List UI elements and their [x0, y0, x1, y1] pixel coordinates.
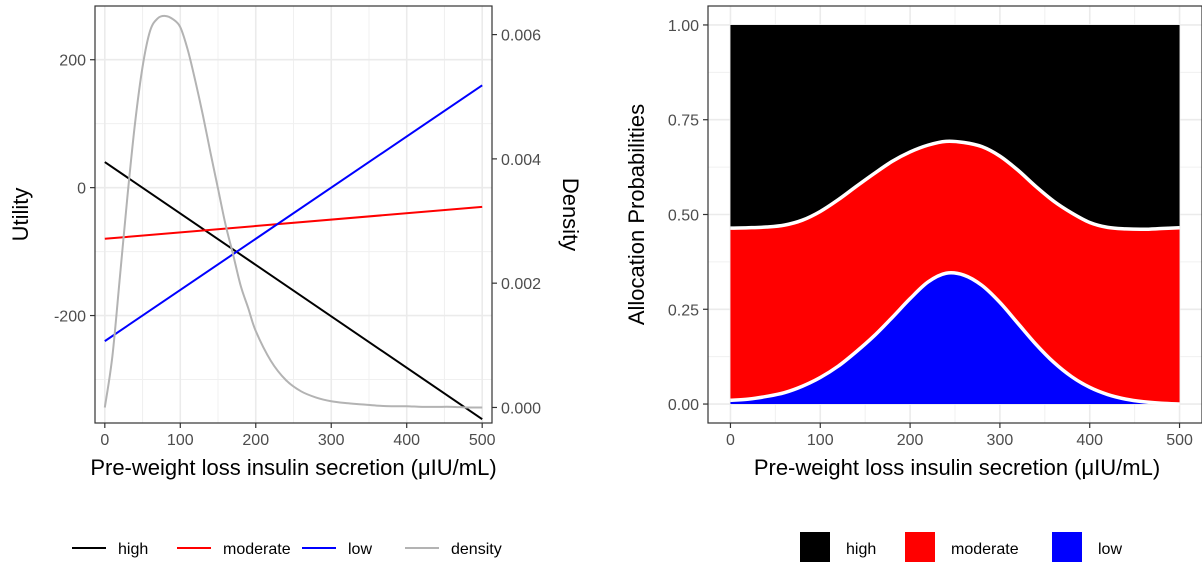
right-legend: high moderate low	[800, 532, 1122, 562]
y2-tick-label: 0.002	[501, 276, 541, 293]
area-boundary-low	[730, 271, 1180, 406]
x-tick-label: 400	[393, 432, 420, 449]
y-tick-label: 1.00	[668, 18, 699, 35]
area-boundary-moderate	[730, 139, 1180, 232]
y-tick-label: -200	[54, 309, 86, 326]
left-secondary-y-axis-ticks: 0.000 0.002 0.004 0.006	[492, 28, 541, 417]
right-x-axis-ticks: 0 100 200 300 400 500	[726, 423, 1193, 449]
legend-label-high: high	[846, 541, 876, 558]
legend-label-low: low	[1098, 541, 1122, 558]
left-secondary-y-axis-label: Density	[558, 178, 583, 251]
legend-label-high: high	[118, 541, 148, 558]
x-tick-label: 200	[897, 432, 924, 449]
y2-tick-label: 0.004	[501, 152, 541, 169]
y-tick-label: 0.50	[668, 208, 699, 225]
left-x-axis-ticks: 0 100 200 300 400 500	[100, 423, 496, 449]
right-y-axis-label: Allocation Probabilities	[624, 104, 649, 325]
left-y-axis-ticks: -200 0 200	[54, 53, 95, 326]
legend-label-density: density	[451, 541, 502, 558]
x-tick-label: 400	[1076, 432, 1103, 449]
series-line-high	[104, 161, 483, 420]
series-line-density	[103, 14, 483, 409]
x-tick-label: 0	[100, 432, 109, 449]
y-tick-label: 0	[77, 181, 86, 198]
y-tick-label: 0.25	[668, 302, 699, 319]
x-tick-label: 500	[469, 432, 496, 449]
left-series-lines	[103, 14, 483, 420]
x-tick-label: 300	[318, 432, 345, 449]
x-tick-label: 0	[726, 432, 735, 449]
left-legend: high moderate low density	[72, 541, 502, 558]
area-low	[730, 272, 1180, 405]
left-plot-border	[94, 5, 493, 424]
right-stacked-areas	[730, 24, 1180, 406]
legend-label-low: low	[348, 541, 372, 558]
area-high	[730, 24, 1180, 230]
legend-label-moderate: moderate	[223, 541, 291, 558]
x-tick-label: 300	[987, 432, 1014, 449]
right-y-axis-ticks: 0.00 0.25 0.50 0.75 1.00	[668, 18, 708, 414]
y2-tick-label: 0.000	[501, 400, 541, 417]
y-tick-label: 0.00	[668, 397, 699, 414]
x-tick-label: 200	[242, 432, 269, 449]
y2-tick-label: 0.006	[501, 28, 541, 45]
x-tick-label: 100	[167, 432, 194, 449]
y-tick-label: 200	[59, 53, 86, 70]
legend-key-moderate	[905, 532, 935, 562]
right-area-chart: 0 100 200 300 400 500 0.00 0.25 0.50 0.75 1.00 Pr…	[624, 5, 1202, 562]
series-line-moderate	[104, 205, 483, 240]
right-x-axis-label: Pre-weight loss insulin secretion (μIU/m…	[754, 455, 1160, 480]
legend-key-low	[1052, 532, 1082, 562]
x-tick-label: 500	[1166, 432, 1193, 449]
legend-key-high	[800, 532, 830, 562]
series-line-low	[104, 84, 483, 342]
left-y-axis-label: Utility	[8, 188, 33, 242]
y-tick-label: 0.75	[668, 113, 699, 130]
x-tick-label: 100	[807, 432, 834, 449]
legend-label-moderate: moderate	[951, 541, 1019, 558]
left-x-axis-label: Pre-weight loss insulin secretion (μIU/m…	[90, 455, 496, 480]
